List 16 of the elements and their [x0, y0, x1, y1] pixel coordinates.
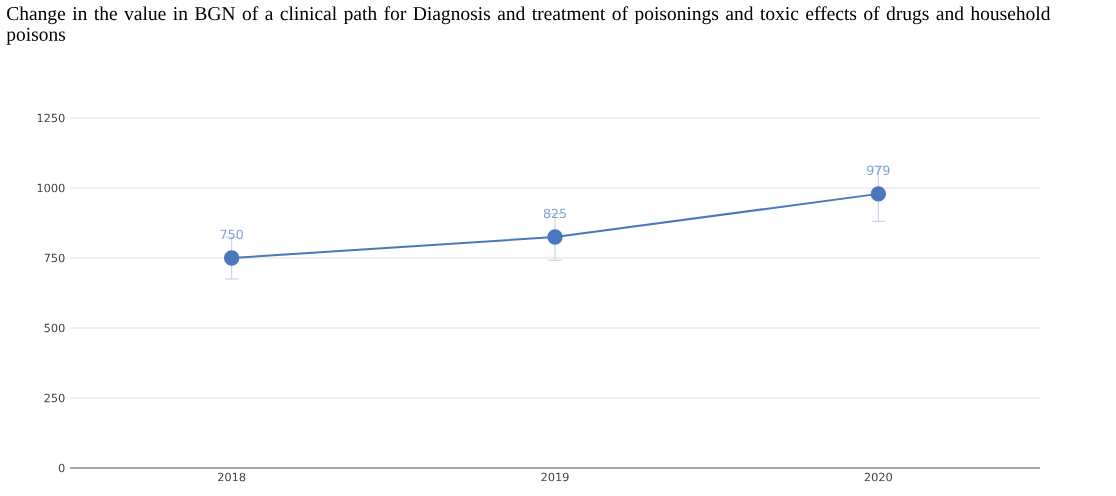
x-tick-label: 2020: [864, 472, 893, 482]
x-tick-label: 2019: [541, 472, 569, 482]
y-tick-label: 1000: [37, 183, 65, 193]
data-label: 750: [220, 229, 243, 240]
chart-title: Change in the value in BGN of a clinical path for Diagnosis and treatment of poisonings and toxic effects of drugs and household poisons: [6, 6, 1051, 45]
point: [870, 186, 887, 202]
data-label: 825: [543, 208, 566, 219]
y-tick-label: 250: [44, 393, 65, 403]
data-label: 979: [867, 165, 890, 176]
y-tick-label: 750: [44, 253, 65, 263]
point: [224, 250, 240, 266]
y-tick-label: 1250: [37, 113, 65, 123]
y-tick-label: 0: [58, 463, 65, 473]
x-tick-label: 2018: [218, 472, 246, 482]
point: [547, 229, 563, 245]
y-tick-label: 500: [44, 323, 65, 333]
